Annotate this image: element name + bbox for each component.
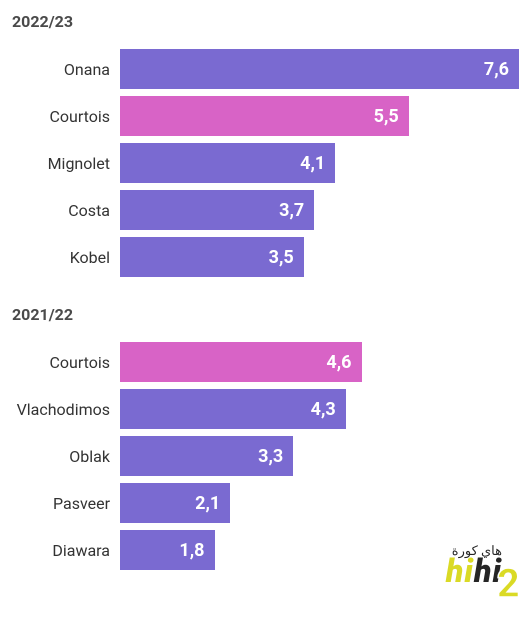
bar: 2,1 bbox=[120, 483, 230, 523]
section-title: 2022/23 bbox=[12, 12, 519, 31]
bar-row: Courtois 4,6 bbox=[8, 342, 519, 382]
chart-section: 2022/23 Onana 7,6 Courtois 5,5 Mignolet 4,1 Cos… bbox=[8, 12, 519, 277]
bar-container: 4,6 bbox=[120, 342, 519, 382]
bar-container: 3,5 bbox=[120, 237, 519, 277]
bar-value: 1,8 bbox=[179, 540, 204, 561]
bar-container: 4,1 bbox=[120, 143, 519, 183]
bar-row: Oblak 3,3 bbox=[8, 436, 519, 476]
section-title: 2021/22 bbox=[12, 305, 519, 324]
bar-container: 4,3 bbox=[120, 389, 519, 429]
bar-container: 2,1 bbox=[120, 483, 519, 523]
bar: 4,3 bbox=[120, 389, 346, 429]
bar-label: Costa bbox=[8, 201, 120, 220]
bar: 4,6 bbox=[120, 342, 362, 382]
bar-container: 1,8 bbox=[120, 530, 519, 570]
bar-container: 3,3 bbox=[120, 436, 519, 476]
bar: 3,7 bbox=[120, 190, 314, 230]
bar: 1,8 bbox=[120, 530, 215, 570]
bar-row: Courtois 5,5 bbox=[8, 96, 519, 136]
bar-label: Pasveer bbox=[8, 494, 120, 513]
bar-label: Courtois bbox=[8, 353, 120, 372]
bar-value: 2,1 bbox=[195, 493, 220, 514]
bar-label: Mignolet bbox=[8, 154, 120, 173]
bar-container: 3,7 bbox=[120, 190, 519, 230]
bar-row: Onana 7,6 bbox=[8, 49, 519, 89]
bar-value: 4,3 bbox=[311, 399, 336, 420]
bar-container: 5,5 bbox=[120, 96, 519, 136]
bar-row: Costa 3,7 bbox=[8, 190, 519, 230]
bar: 3,5 bbox=[120, 237, 304, 277]
bar-label: Oblak bbox=[8, 447, 120, 466]
bar-row: Kobel 3,5 bbox=[8, 237, 519, 277]
bar-value: 3,7 bbox=[279, 200, 304, 221]
bar-value: 7,6 bbox=[484, 59, 509, 80]
bar: 3,3 bbox=[120, 436, 293, 476]
goalkeeper-chart: 2022/23 Onana 7,6 Courtois 5,5 Mignolet 4,1 Cos… bbox=[8, 12, 519, 570]
bar-value: 3,3 bbox=[258, 446, 283, 467]
bar-label: Vlachodimos bbox=[8, 400, 120, 419]
bar-row: Vlachodimos 4,3 bbox=[8, 389, 519, 429]
bar-value: 3,5 bbox=[269, 247, 294, 268]
bar: 7,6 bbox=[120, 49, 519, 89]
bar-label: Diawara bbox=[8, 541, 120, 560]
bar-label: Onana bbox=[8, 60, 120, 79]
bar-label: Kobel bbox=[8, 248, 120, 267]
bar: 4,1 bbox=[120, 143, 335, 183]
bar-label: Courtois bbox=[8, 107, 120, 126]
bar-row: Diawara 1,8 bbox=[8, 530, 519, 570]
bar-value: 4,6 bbox=[326, 352, 351, 373]
bar-container: 7,6 bbox=[120, 49, 519, 89]
bar: 5,5 bbox=[120, 96, 409, 136]
bar-row: Pasveer 2,1 bbox=[8, 483, 519, 523]
chart-section: 2021/22 Courtois 4,6 Vlachodimos 4,3 Oblak 3,3… bbox=[8, 305, 519, 570]
bar-row: Mignolet 4,1 bbox=[8, 143, 519, 183]
bar-value: 5,5 bbox=[374, 106, 399, 127]
bar-value: 4,1 bbox=[300, 153, 325, 174]
